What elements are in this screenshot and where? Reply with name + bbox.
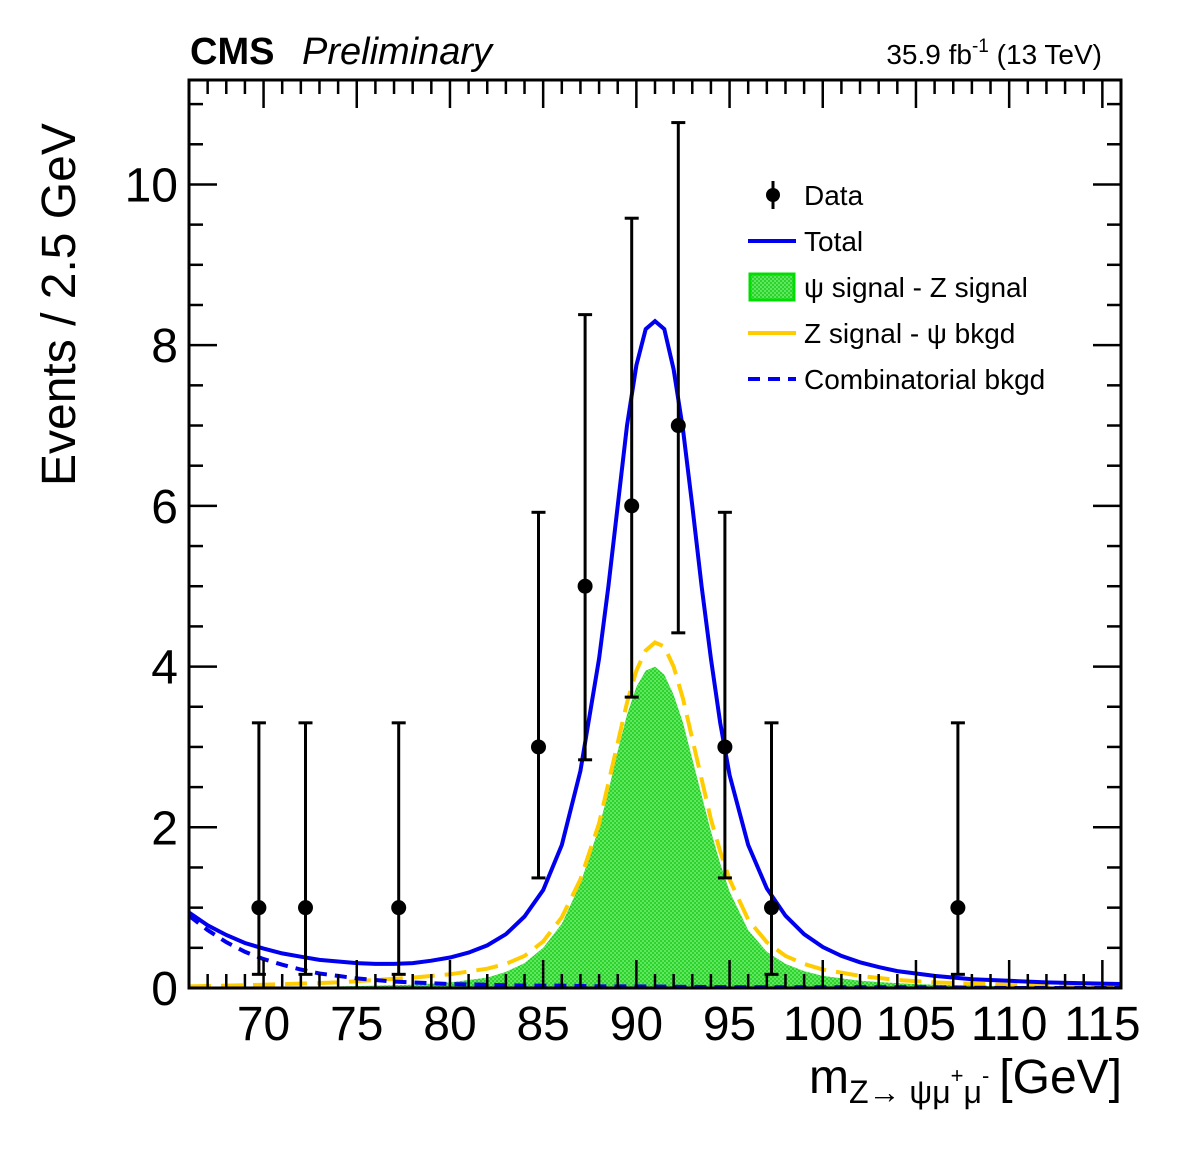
legend-signal-swatch (748, 272, 796, 302)
x-tick-label: 85 (516, 998, 569, 1051)
data-marker (391, 900, 407, 916)
x-axis-title-unit: [GeV] (999, 1051, 1122, 1104)
data-marker (298, 900, 313, 916)
legend: Data Total ψ signal - Z signal Z signal - ψ… (748, 180, 1045, 395)
x-tick-label: 95 (703, 998, 756, 1051)
data-marker (577, 578, 593, 594)
x-axis-title-mid: μ (964, 1074, 982, 1110)
lumi-energy: (13 TeV) (997, 39, 1102, 70)
curves-layer (189, 318, 1121, 988)
experiment-label: CMS (190, 31, 274, 73)
legend-item-combinatorial: Combinatorial bkgd (748, 364, 1045, 395)
legend-item-total: Total (748, 226, 863, 257)
y-axis-title: Events / 2.5 GeV (33, 123, 86, 486)
data-point (391, 721, 407, 976)
signal-area (189, 666, 1121, 988)
data-marker (950, 900, 966, 916)
x-tick-labels: 70 75 80 85 90 95 100 105 110 115 (237, 998, 1141, 1051)
x-tick-label: 70 (237, 998, 290, 1051)
y-tick-label: 6 (151, 481, 178, 534)
data-marker (764, 900, 779, 916)
x-tick-label: 75 (330, 998, 383, 1051)
data-point (298, 721, 313, 976)
data-point (531, 510, 546, 880)
x-tick-label: 80 (423, 998, 476, 1051)
legend-item-zsignal: Z signal - ψ bkgd (748, 318, 1015, 349)
x-axis-title-sup2: - (982, 1063, 989, 1088)
y-tick-labels: 0 2 4 6 8 10 (125, 159, 178, 1016)
lumi-label: 35.9 fb-1 (13 TeV) (886, 36, 1102, 70)
data-point (624, 216, 640, 699)
legend-label-data: Data (804, 180, 864, 211)
data-points-layer (251, 121, 966, 976)
legend-item-data: Data (766, 180, 864, 211)
data-marker (251, 900, 267, 916)
data-point (251, 721, 267, 976)
y-tick-label: 4 (151, 642, 178, 695)
total-line (189, 318, 1121, 986)
zsignal-line (189, 640, 1121, 988)
x-axis-title-main: m (809, 1051, 849, 1104)
data-marker (531, 739, 546, 755)
y-tick-label: 8 (151, 320, 178, 373)
x-tick-label: 105 (876, 998, 956, 1051)
x-tick-label: 100 (783, 998, 863, 1051)
legend-label-combinatorial: Combinatorial bkgd (804, 364, 1045, 395)
data-point (717, 510, 733, 880)
x-tick-label: 110 (971, 998, 1048, 1051)
y-tick-label: 0 (151, 963, 178, 1016)
y-tick-label: 2 (151, 802, 178, 855)
data-marker (624, 498, 640, 514)
lumi-exponent: -1 (972, 36, 989, 57)
x-axis-title: mZ→ ψμ+μ- [GeV] (809, 1051, 1122, 1110)
axis-ticks (187, 80, 1123, 990)
x-axis-title-sub: Z→ ψμ (849, 1074, 951, 1110)
data-point (764, 721, 779, 976)
x-tick-label: 90 (610, 998, 663, 1051)
data-marker (717, 739, 733, 755)
y-tick-label: 10 (125, 159, 178, 212)
data-point (670, 121, 686, 635)
lumi-value: 35.9 fb (886, 39, 972, 70)
data-point (950, 721, 966, 976)
data-marker (670, 418, 686, 434)
legend-label-total: Total (804, 226, 863, 257)
data-point (577, 313, 593, 762)
legend-item-signal: ψ signal - Z signal (748, 272, 1028, 303)
lumi-spacer (989, 39, 997, 70)
status-label: Preliminary (302, 31, 494, 73)
legend-data-marker (766, 188, 780, 202)
x-tick-label: 115 (1064, 998, 1141, 1051)
legend-label-zsignal: Z signal - ψ bkgd (804, 318, 1015, 349)
x-axis-title-sup1: + (951, 1063, 964, 1088)
legend-label-signal: ψ signal - Z signal (804, 272, 1028, 303)
